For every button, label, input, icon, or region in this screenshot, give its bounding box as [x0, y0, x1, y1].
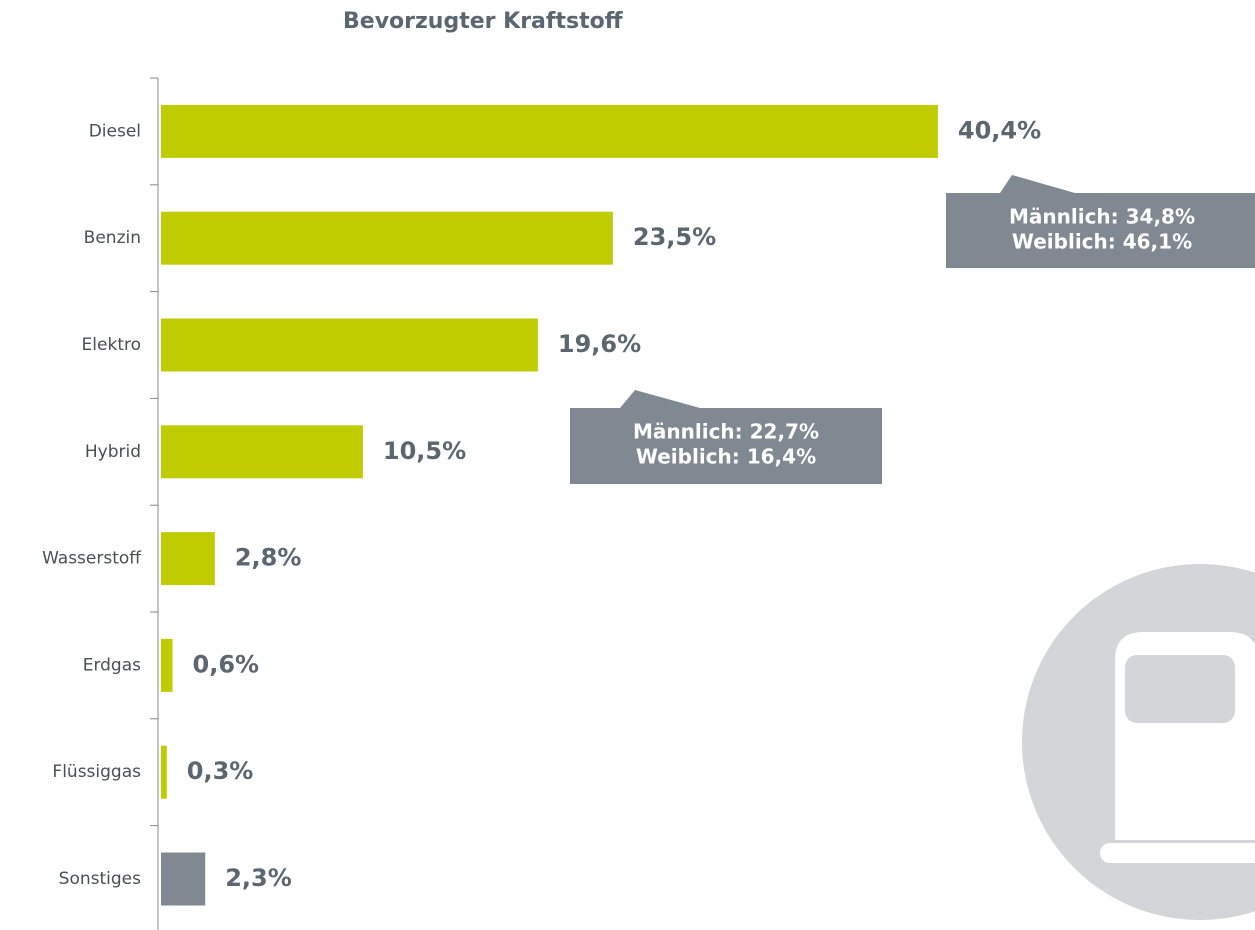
category-label: Erdgas	[83, 655, 141, 675]
fuel-icon	[1022, 564, 1255, 920]
callout-box	[946, 193, 1255, 268]
bar	[161, 104, 938, 158]
callout-pointer	[1000, 175, 1075, 193]
value-label: 10,5%	[383, 437, 466, 465]
callout-text: Männlich: 34,8%	[1009, 205, 1195, 229]
callout-pointer	[620, 390, 700, 408]
category-label: Hybrid	[85, 442, 141, 462]
value-label: 19,6%	[558, 330, 641, 358]
callout-text: Weiblich: 16,4%	[636, 445, 816, 469]
callout-box	[570, 408, 882, 484]
category-label: Wasserstoff	[42, 549, 142, 569]
bar	[161, 425, 363, 479]
bar	[161, 745, 167, 799]
category-label: Flüssiggas	[52, 762, 141, 782]
callout-text: Weiblich: 46,1%	[1012, 230, 1192, 254]
value-label: 2,8%	[235, 544, 302, 572]
chart-title: Bevorzugter Kraftstoff	[343, 9, 624, 34]
category-label: Sonstiges	[59, 869, 141, 889]
value-label: 23,5%	[633, 223, 716, 251]
bar	[161, 532, 215, 586]
callout-text: Männlich: 22,7%	[633, 420, 819, 444]
bar	[161, 638, 173, 692]
category-label: Elektro	[82, 335, 141, 355]
bar	[161, 318, 538, 372]
category-label: Benzin	[84, 228, 141, 248]
bar	[161, 852, 206, 906]
value-label: 2,3%	[225, 864, 292, 892]
bar	[161, 211, 613, 265]
category-label: Diesel	[89, 121, 141, 141]
value-label: 0,3%	[187, 757, 254, 785]
value-label: 0,6%	[193, 650, 260, 678]
value-label: 40,4%	[958, 116, 1041, 144]
